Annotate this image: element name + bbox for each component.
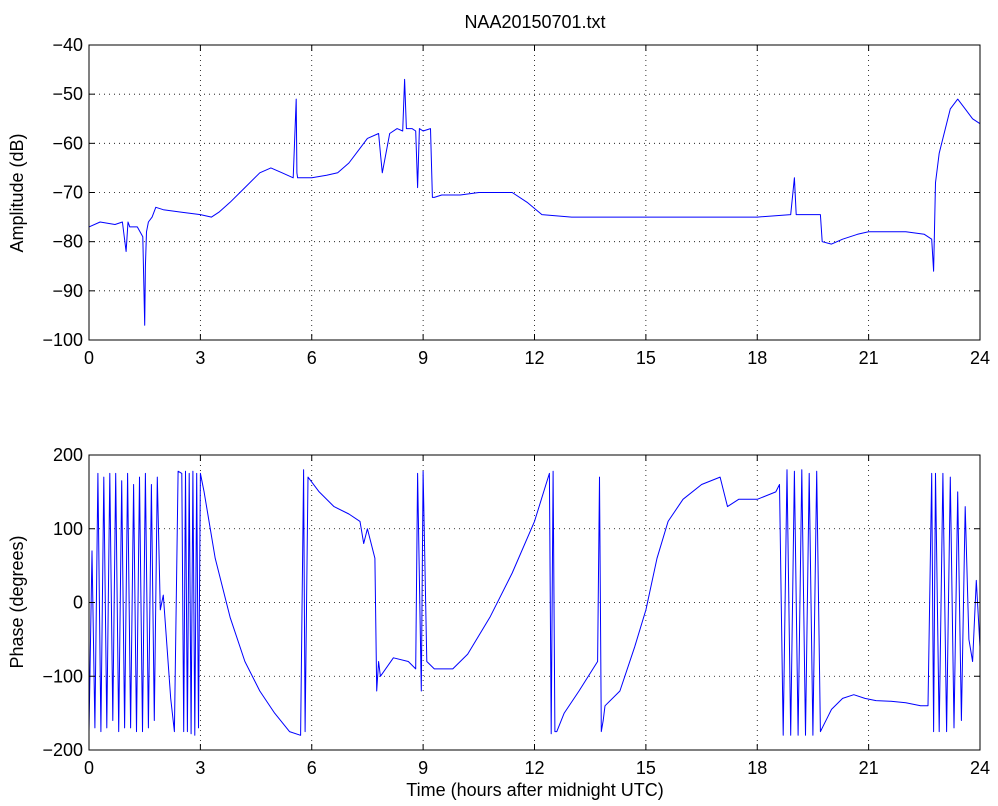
amplitude-ticks (88, 44, 981, 341)
phase-x-tick-label: 0 (84, 758, 94, 778)
amplitude-x-tick-label: 12 (524, 348, 544, 368)
phase-y-tick-label: −200 (42, 740, 83, 760)
phase-y-tick-label: 200 (53, 445, 83, 465)
phase-y-axis-label: Phase (degrees) (7, 535, 27, 668)
amplitude-y-tick-label: −60 (52, 133, 83, 153)
amplitude-x-tick-label: 0 (84, 348, 94, 368)
amplitude-x-tick-label: 3 (195, 348, 205, 368)
phase-x-tick-label: 21 (859, 758, 879, 778)
phase-x-tick-label: 9 (418, 758, 428, 778)
phase-y-tick-label: 100 (53, 519, 83, 539)
amplitude-x-tick-label: 9 (418, 348, 428, 368)
phase-tick-labels: 0 3 6 9 12 15 18 21 24 −200 −100 0 100 200 (42, 445, 990, 778)
figure-title: NAA20150701.txt (464, 12, 605, 32)
phase-x-tick-label: 24 (970, 758, 990, 778)
amplitude-x-tick-label: 24 (970, 348, 990, 368)
phase-x-tick-label: 12 (524, 758, 544, 778)
phase-series-line (88, 469, 981, 736)
amplitude-x-tick-label: 18 (747, 348, 767, 368)
phase-x-tick-label: 3 (195, 758, 205, 778)
amplitude-y-tick-label: −70 (52, 183, 83, 203)
phase-grid (89, 455, 980, 750)
amplitude-y-tick-label: −50 (52, 84, 83, 104)
amplitude-grid (89, 45, 980, 340)
phase-y-tick-label: 0 (73, 593, 83, 613)
phase-x-tick-label: 18 (747, 758, 767, 778)
amplitude-y-tick-label: −100 (42, 330, 83, 350)
phase-x-tick-label: 6 (307, 758, 317, 778)
phase-y-tick-label: −100 (42, 666, 83, 686)
amplitude-x-tick-label: 21 (859, 348, 879, 368)
phase-plot: 0 3 6 9 12 15 18 21 24 −200 −100 0 100 200 Phase (deg… (7, 445, 990, 800)
phase-ticks (88, 454, 981, 751)
amplitude-series-line (88, 78, 981, 326)
amplitude-y-tick-label: −80 (52, 232, 83, 252)
amplitude-y-axis-label: Amplitude (dB) (7, 133, 27, 252)
phase-x-axis-label: Time (hours after midnight UTC) (406, 780, 663, 800)
amplitude-trace (88, 78, 981, 326)
amplitude-x-tick-label: 15 (636, 348, 656, 368)
amplitude-y-tick-label: −40 (52, 35, 83, 55)
phase-trace (88, 469, 981, 736)
amplitude-tick-labels: 0 3 6 9 12 15 18 21 24 −100 −90 −80 −70 −60 −50 −40 (42, 35, 990, 368)
phase-x-tick-label: 15 (636, 758, 656, 778)
amplitude-x-tick-label: 6 (307, 348, 317, 368)
amplitude-plot: 0 3 6 9 12 15 18 21 24 −100 −90 −80 −70 −60 −50 −40 Amp… (7, 35, 990, 368)
amplitude-y-tick-label: −90 (52, 281, 83, 301)
